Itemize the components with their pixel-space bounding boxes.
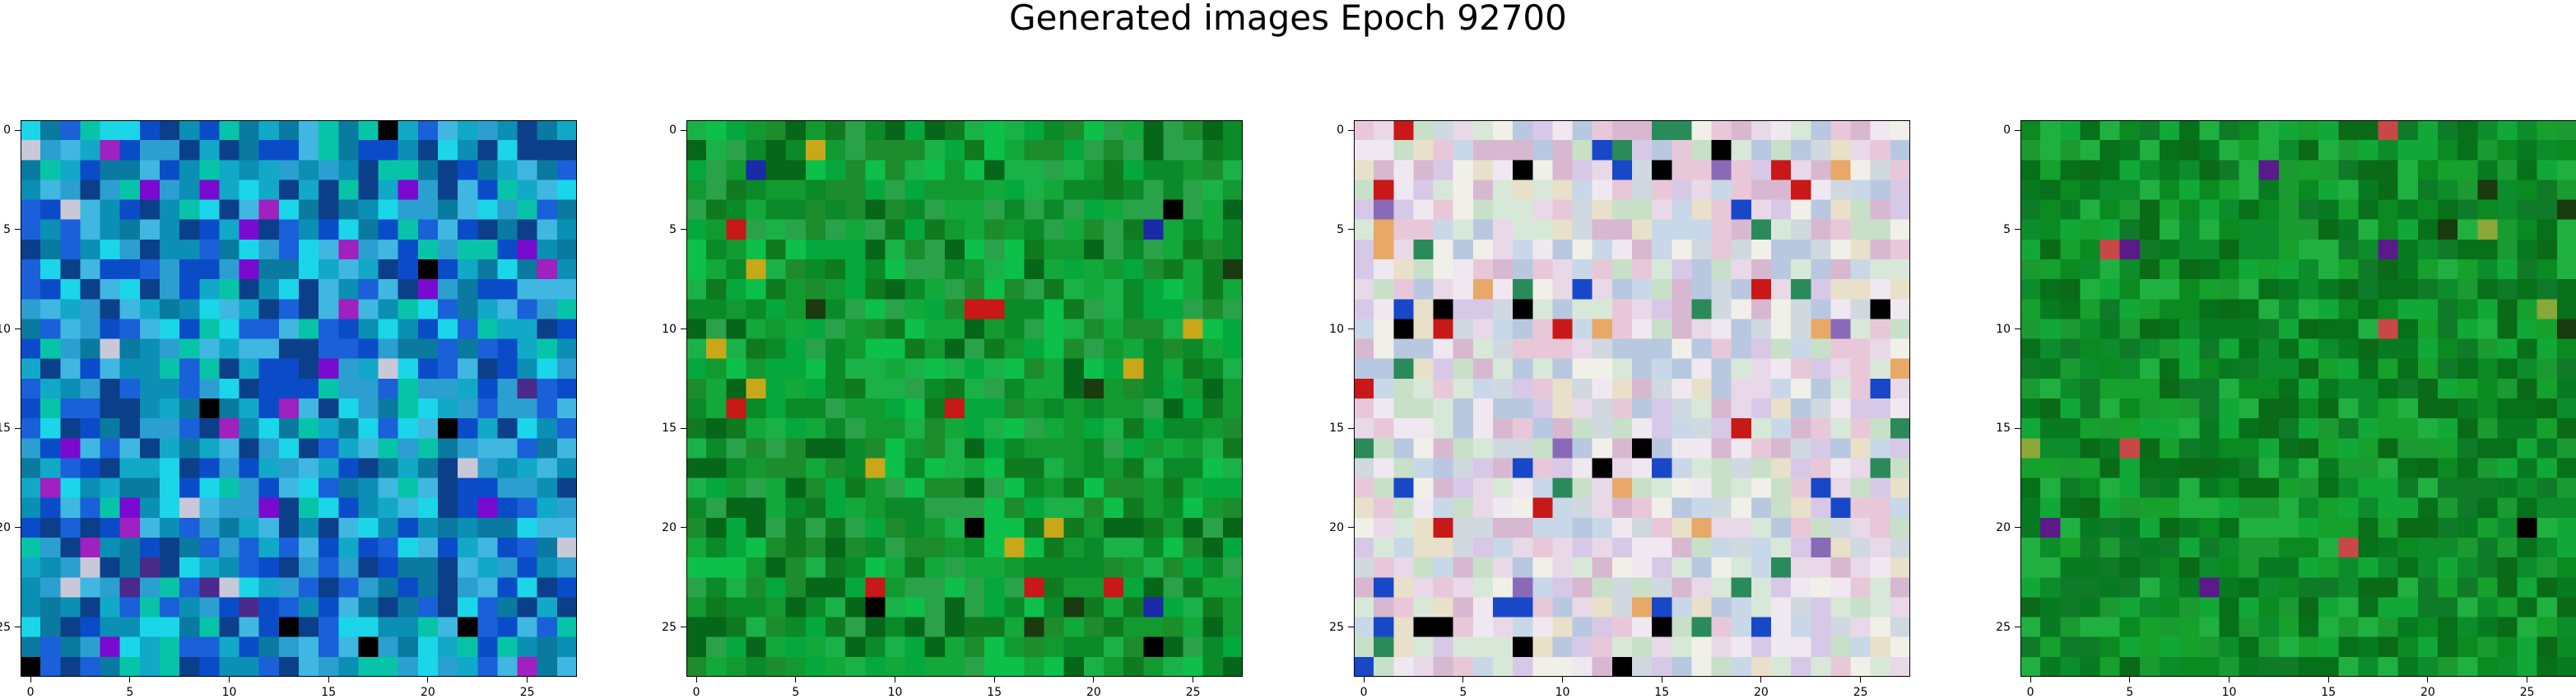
y-tick <box>2015 130 2020 131</box>
generated-image-2 <box>686 120 1243 677</box>
x-tick-label: 5 <box>792 687 799 698</box>
y-tick <box>1348 428 1354 429</box>
y-tick-label: 0 <box>3 124 11 136</box>
x-tick <box>1364 677 1365 683</box>
y-tick <box>15 527 21 528</box>
y-tick-label: 25 <box>1996 622 2011 633</box>
y-tick-label: 15 <box>1329 422 1344 434</box>
y-tick <box>681 229 686 230</box>
y-tick-label: 5 <box>669 224 677 235</box>
y-tick-label: 25 <box>662 622 677 633</box>
y-tick-label: 15 <box>0 422 11 434</box>
y-tick-label: 10 <box>1329 324 1344 335</box>
x-tick-label: 0 <box>27 687 35 698</box>
y-tick-label: 20 <box>1329 522 1344 534</box>
x-tick <box>1860 677 1861 683</box>
y-tick-label: 10 <box>1996 324 2011 335</box>
y-tick <box>2015 428 2020 429</box>
generated-image-3 <box>1354 120 1910 677</box>
x-tick-label: 25 <box>2520 687 2535 698</box>
x-tick-label: 0 <box>1360 687 1368 698</box>
y-tick <box>2015 527 2020 528</box>
y-tick-label: 0 <box>1337 124 1344 136</box>
x-tick <box>427 677 428 683</box>
x-tick-label: 15 <box>1654 687 1669 698</box>
x-tick <box>30 677 31 683</box>
x-tick <box>2030 677 2031 683</box>
x-tick-label: 15 <box>987 687 1002 698</box>
y-tick-label: 10 <box>0 324 11 335</box>
y-tick-label: 5 <box>1337 224 1344 235</box>
y-tick-label: 15 <box>662 422 677 434</box>
y-tick-label: 0 <box>2003 124 2011 136</box>
x-tick-label: 10 <box>2222 687 2237 698</box>
x-tick <box>229 677 230 683</box>
y-tick <box>1348 527 1354 528</box>
x-tick-label: 10 <box>888 687 903 698</box>
x-tick <box>2328 677 2329 683</box>
x-tick-label: 5 <box>2126 687 2133 698</box>
y-tick-label: 0 <box>669 124 677 136</box>
generated-image-4 <box>2020 120 2576 677</box>
x-tick <box>328 677 329 683</box>
x-tick <box>2129 677 2130 683</box>
x-tick <box>696 677 697 683</box>
y-tick-label: 20 <box>0 522 11 534</box>
y-tick-label: 5 <box>3 224 11 235</box>
y-tick <box>1348 130 1354 131</box>
x-tick <box>2229 677 2230 683</box>
x-tick-label: 25 <box>1853 687 1868 698</box>
x-tick <box>129 677 130 683</box>
x-tick-label: 20 <box>1754 687 1769 698</box>
y-tick <box>1348 229 1354 230</box>
y-tick <box>15 229 21 230</box>
y-tick-label: 15 <box>1996 422 2011 434</box>
x-tick-label: 10 <box>1555 687 1570 698</box>
x-tick-label: 25 <box>1186 687 1201 698</box>
y-tick <box>15 428 21 429</box>
x-tick <box>1462 677 1463 683</box>
x-tick-label: 10 <box>222 687 237 698</box>
x-tick <box>1760 677 1761 683</box>
y-tick-label: 20 <box>662 522 677 534</box>
y-tick <box>15 130 21 131</box>
x-tick <box>1093 677 1094 683</box>
generated-image-1 <box>21 120 577 677</box>
y-tick <box>681 130 686 131</box>
x-tick <box>994 677 995 683</box>
x-tick-label: 20 <box>2420 687 2435 698</box>
y-tick-label: 5 <box>2003 224 2011 235</box>
image-panel-2: 0 0 5 5 10 10 15 15 20 20 25 25 <box>686 120 1243 677</box>
y-tick-label: 25 <box>0 622 11 633</box>
x-tick-label: 0 <box>693 687 700 698</box>
x-tick-label: 20 <box>421 687 435 698</box>
x-tick-label: 0 <box>2027 687 2034 698</box>
x-tick-label: 25 <box>520 687 535 698</box>
x-tick <box>527 677 528 683</box>
x-tick-label: 20 <box>1086 687 1101 698</box>
y-tick <box>681 428 686 429</box>
x-tick <box>2427 677 2428 683</box>
y-tick-label: 25 <box>1329 622 1344 633</box>
image-panel-4: 0 0 5 5 10 10 15 15 20 20 25 25 <box>2020 120 2576 677</box>
x-tick-label: 15 <box>321 687 336 698</box>
y-tick <box>681 527 686 528</box>
x-tick <box>795 677 796 683</box>
y-tick-label: 10 <box>662 324 677 335</box>
x-tick-label: 5 <box>1459 687 1467 698</box>
y-tick-label: 20 <box>1996 522 2011 534</box>
y-tick <box>2015 229 2020 230</box>
figure-title: Generated images Epoch 92700 <box>0 0 2576 35</box>
image-panel-3: 0 0 5 5 10 10 15 15 20 20 25 25 <box>1354 120 1910 677</box>
x-tick-label: 5 <box>126 687 133 698</box>
x-tick <box>1562 677 1563 683</box>
x-tick-label: 15 <box>2321 687 2336 698</box>
